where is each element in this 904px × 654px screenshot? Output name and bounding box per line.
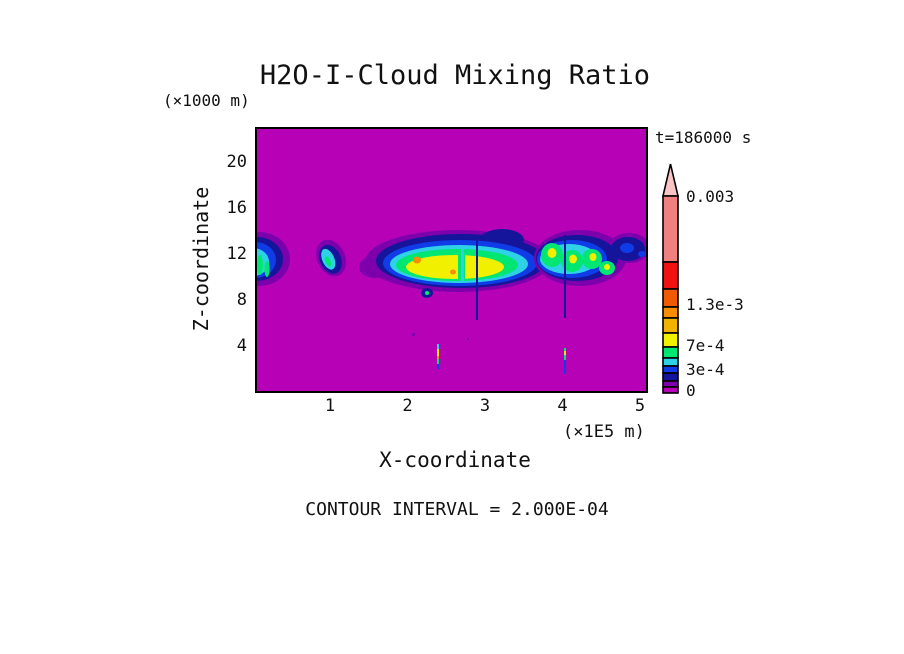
x-axis-title: X-coordinate bbox=[379, 448, 531, 472]
x-tick-label: 2 bbox=[402, 396, 413, 416]
colorbar-band-magenta bbox=[662, 386, 679, 394]
y-tick-label: 20 bbox=[226, 152, 247, 172]
contour-plot-canvas bbox=[255, 127, 648, 393]
colorbar-band-green bbox=[662, 346, 679, 359]
colorbar-level-label: 0.003 bbox=[686, 187, 735, 206]
y-tick-label: 12 bbox=[226, 244, 247, 264]
x-tick-label: 3 bbox=[479, 396, 491, 416]
colorbar-band-navy bbox=[662, 372, 679, 382]
colorbar bbox=[661, 163, 680, 394]
colorbar-band-yellow bbox=[662, 332, 679, 348]
colorbar-band-orange bbox=[662, 306, 679, 319]
cloud-main bbox=[359, 229, 551, 320]
plot-border bbox=[255, 127, 648, 393]
cloud-right bbox=[534, 230, 648, 374]
colorbar-level-label: 7e-4 bbox=[686, 336, 725, 355]
colorbar-band-cyan bbox=[662, 357, 679, 367]
chart-title: H2O-I-Cloud Mixing Ratio bbox=[259, 60, 651, 91]
cloud-small bbox=[316, 239, 346, 277]
x-tick-label: 4 bbox=[557, 396, 568, 416]
x-tick-label: 1 bbox=[324, 396, 336, 416]
time-stamp-label: t=186000 s bbox=[655, 128, 752, 147]
contour-interval-note: CONTOUR INTERVAL = 2.000E-04 bbox=[305, 499, 609, 520]
colorbar-band-salmon bbox=[662, 195, 679, 263]
fall-streak-3 bbox=[412, 333, 469, 369]
fall-streak-1 bbox=[476, 239, 478, 320]
fall-streak-2-upper bbox=[564, 235, 566, 318]
colorbar-band-blue bbox=[662, 365, 679, 374]
colorbar-overflow-arrow bbox=[661, 163, 680, 197]
colorbar-level-label: 3e-4 bbox=[686, 360, 725, 379]
y-tick-label: 4 bbox=[236, 336, 247, 356]
cloud-left-edge bbox=[255, 232, 290, 286]
x-tick-label: 5 bbox=[634, 396, 646, 416]
colorbar-band-red bbox=[662, 261, 679, 290]
colorbar-level-label: 0 bbox=[686, 381, 696, 400]
colorbar-band-amber bbox=[662, 317, 679, 334]
colorbar-bands bbox=[662, 195, 679, 394]
colorbar-level-label: 1.3e-3 bbox=[686, 295, 744, 314]
colorbar-band-orange_red bbox=[662, 288, 679, 308]
y-tick-label: 16 bbox=[226, 198, 247, 218]
colorbar-band-purple bbox=[662, 380, 679, 388]
y-tick-label: 8 bbox=[236, 290, 247, 310]
y-axis-unit-label: (×1000 m) bbox=[163, 91, 250, 110]
x-axis-unit-label: (×1E5 m) bbox=[563, 422, 645, 442]
